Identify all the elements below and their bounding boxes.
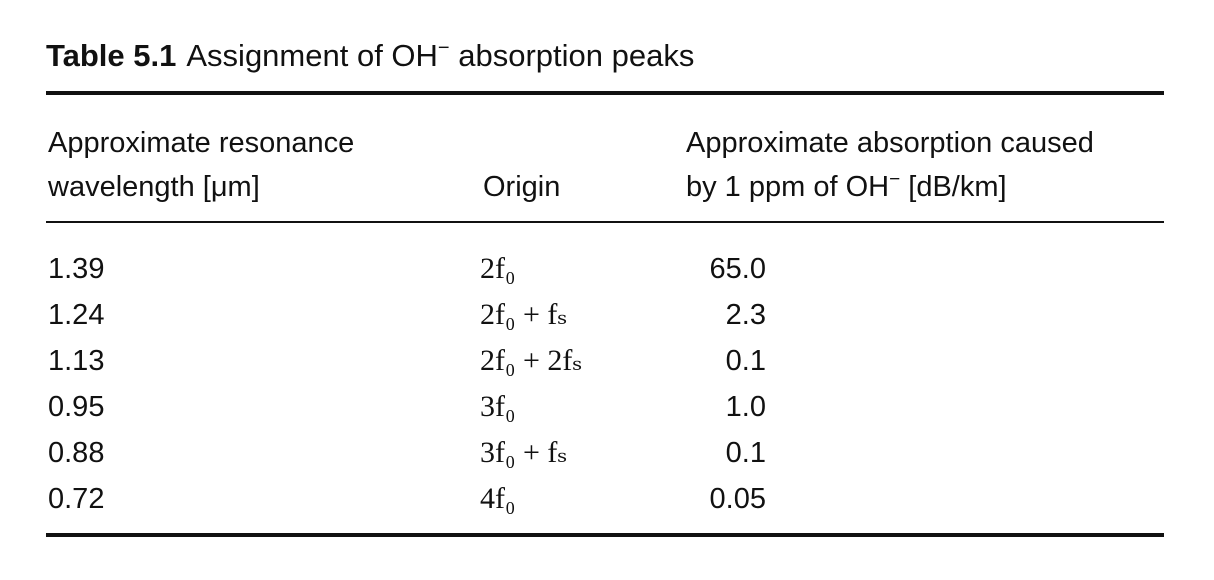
bottom-rule bbox=[46, 533, 1164, 537]
header-wavelength: Approximate resonance wavelength [μm] bbox=[48, 121, 468, 209]
header-rule bbox=[46, 221, 1164, 223]
table-body: 1.39 2f₀ 65.0 1.24 2f₀ + fₛ 2.3 1.13 2f₀… bbox=[0, 246, 1214, 522]
absorption-cell: 0.1 bbox=[725, 345, 766, 377]
origin-cell: 2f₀ + fₛ bbox=[480, 298, 568, 331]
caption-text-after: absorption peaks bbox=[449, 38, 695, 73]
top-rule bbox=[46, 91, 1164, 95]
origin-cell: 3f₀ + fₛ bbox=[480, 436, 568, 469]
header-absorption: Approximate absorption caused by 1 ppm o… bbox=[686, 121, 1166, 209]
header-wavelength-line2: wavelength [μm] bbox=[48, 171, 260, 203]
table-row: 0.72 4f₀ 0.05 bbox=[0, 476, 1214, 522]
wavelength-cell: 1.39 bbox=[48, 253, 105, 285]
table-row: 1.13 2f₀ + 2fₛ 0.1 bbox=[0, 338, 1214, 384]
table-row: 0.95 3f₀ 1.0 bbox=[0, 384, 1214, 430]
wavelength-cell: 1.24 bbox=[48, 299, 105, 331]
wavelength-cell: 0.95 bbox=[48, 391, 105, 423]
header-absorption-unit: [dB/km] bbox=[900, 171, 1007, 203]
header-absorption-line1: Approximate absorption caused bbox=[686, 127, 1094, 159]
header-absorption-prefix: by 1 ppm of OH bbox=[686, 171, 890, 203]
caption-species: OH bbox=[391, 38, 438, 73]
absorption-cell: 65.0 bbox=[709, 253, 766, 285]
header-origin: Origin bbox=[483, 171, 561, 203]
absorption-cell: 0.05 bbox=[709, 483, 766, 515]
absorption-cell: 1.0 bbox=[725, 391, 766, 423]
wavelength-cell: 0.72 bbox=[48, 483, 105, 515]
header-absorption-charge: − bbox=[889, 169, 901, 190]
table-number: Table 5.1 bbox=[46, 38, 177, 73]
absorption-cell: 2.3 bbox=[725, 299, 766, 331]
table-row: 0.88 3f₀ + fₛ 0.1 bbox=[0, 430, 1214, 476]
wavelength-cell: 0.88 bbox=[48, 437, 105, 469]
origin-cell: 4f₀ bbox=[480, 482, 516, 515]
absorption-cell: 0.1 bbox=[725, 437, 766, 469]
table-row: 1.24 2f₀ + fₛ 2.3 bbox=[0, 292, 1214, 338]
table-row: 1.39 2f₀ 65.0 bbox=[0, 246, 1214, 292]
origin-cell: 2f₀ bbox=[480, 252, 516, 285]
wavelength-cell: 1.13 bbox=[48, 345, 105, 377]
header-absorption-line2: by 1 ppm of OH− [dB/km] bbox=[686, 165, 1166, 209]
origin-cell: 2f₀ + 2fₛ bbox=[480, 344, 583, 377]
caption-charge: − bbox=[437, 37, 450, 59]
origin-cell: 3f₀ bbox=[480, 390, 516, 423]
caption-text: Assignment of bbox=[186, 38, 392, 73]
header-wavelength-line1: Approximate resonance bbox=[48, 127, 355, 159]
table-caption: Table 5.1 Assignment of OH− absorption pe… bbox=[46, 36, 694, 76]
